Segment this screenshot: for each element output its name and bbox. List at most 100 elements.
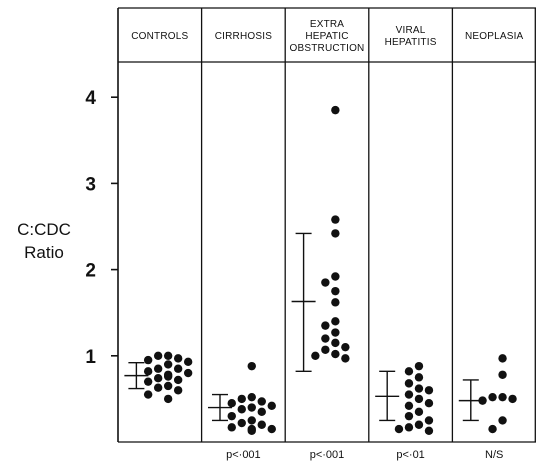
y-tick-label: 3 xyxy=(85,174,96,195)
data-point xyxy=(331,272,340,281)
p-value-layer: p<·001 p<·001 p<·01 N/S xyxy=(226,449,503,461)
chart-frame xyxy=(117,7,536,443)
data-point xyxy=(153,364,163,373)
data-point xyxy=(237,418,246,428)
data-point xyxy=(237,405,246,414)
data-point xyxy=(498,354,507,363)
y-axis-label-line-2: Ratio xyxy=(24,243,64,262)
data-point xyxy=(311,351,320,360)
data-point xyxy=(414,420,424,429)
data-point xyxy=(331,338,340,348)
data-point xyxy=(404,401,414,410)
data-point xyxy=(237,394,246,404)
data-point xyxy=(143,390,153,399)
data-point xyxy=(394,424,404,434)
data-point xyxy=(414,384,424,393)
data-point xyxy=(173,364,183,373)
data-point xyxy=(331,286,340,296)
data-point xyxy=(321,278,330,287)
data-point xyxy=(341,342,350,352)
data-point xyxy=(173,375,183,385)
data-point xyxy=(153,383,163,392)
group-header-label: HEPATIC xyxy=(305,31,348,42)
data-point xyxy=(414,394,424,404)
data-point xyxy=(267,401,276,410)
data-point xyxy=(257,407,266,417)
data-point xyxy=(267,424,276,434)
data-point xyxy=(424,386,434,395)
data-point xyxy=(183,368,193,378)
data-point xyxy=(227,423,236,432)
data-point xyxy=(247,392,256,402)
data-point xyxy=(143,355,153,365)
data-point xyxy=(331,215,340,224)
group-header-label: VIRAL xyxy=(396,25,426,36)
p-value-label: p<·001 xyxy=(310,449,345,461)
data-point xyxy=(143,377,153,386)
data-point xyxy=(163,360,173,369)
data-point xyxy=(247,361,256,371)
data-point xyxy=(341,354,350,363)
data-point xyxy=(227,399,236,408)
data-point xyxy=(404,367,414,376)
data-point xyxy=(424,399,434,408)
group-header-label: HEPATITIS xyxy=(385,37,437,48)
data-point xyxy=(424,416,434,425)
data-point xyxy=(163,394,173,404)
p-value-label: p<·001 xyxy=(226,449,261,461)
data-point xyxy=(404,411,414,421)
data-point xyxy=(321,334,330,343)
data-point xyxy=(153,374,163,383)
y-tick-label: 4 xyxy=(85,88,96,109)
y-axis-label-line-1: C:CDC xyxy=(17,220,71,239)
data-point xyxy=(478,396,487,405)
data-point xyxy=(173,386,183,395)
data-point xyxy=(163,381,173,391)
p-value-label: N/S xyxy=(485,449,503,461)
group-header-label: EXTRA xyxy=(310,19,344,30)
data-point xyxy=(331,229,340,238)
data-point xyxy=(424,426,434,435)
data-point xyxy=(331,328,340,337)
group-header-label: CIRRHOSIS xyxy=(215,31,272,42)
group-header-label: OBSTRUCTION xyxy=(290,43,365,54)
data-point xyxy=(331,349,340,359)
data-point xyxy=(404,390,414,399)
data-point xyxy=(257,397,266,406)
data-point xyxy=(404,379,414,388)
data-point xyxy=(508,394,517,404)
group-header-label: NEOPLASIA xyxy=(465,31,524,42)
data-point xyxy=(331,105,340,115)
y-tick-label: 2 xyxy=(85,261,96,282)
data-point xyxy=(247,426,256,435)
data-point xyxy=(153,351,163,360)
data-point xyxy=(488,424,497,434)
y-tick-layer: 1 2 3 4 xyxy=(85,88,118,368)
data-point xyxy=(163,372,173,381)
data-point xyxy=(414,361,424,371)
data-point xyxy=(498,370,507,379)
y-tick-label: 1 xyxy=(85,347,96,368)
data-point xyxy=(404,423,414,432)
data-point xyxy=(321,345,330,354)
data-point xyxy=(247,403,256,412)
data-point xyxy=(498,416,507,425)
data-point xyxy=(143,367,153,376)
data-point xyxy=(498,392,507,402)
data-point xyxy=(247,416,256,425)
group-header-label: CONTROLS xyxy=(131,31,188,42)
data-point xyxy=(163,351,173,360)
p-value-label: p<·01 xyxy=(396,449,424,461)
data-point xyxy=(227,411,236,421)
group-header-layer: CONTROLS CIRRHOSIS EXTRAHEPATICOBSTRUCTION… xyxy=(131,19,523,54)
data-point xyxy=(183,357,193,367)
data-point xyxy=(331,298,340,307)
data-mark-layer xyxy=(124,105,517,435)
data-point xyxy=(414,373,424,382)
data-point xyxy=(173,354,183,363)
data-point xyxy=(331,317,340,326)
data-point xyxy=(488,392,497,402)
data-point xyxy=(414,407,424,417)
data-point xyxy=(257,420,266,429)
